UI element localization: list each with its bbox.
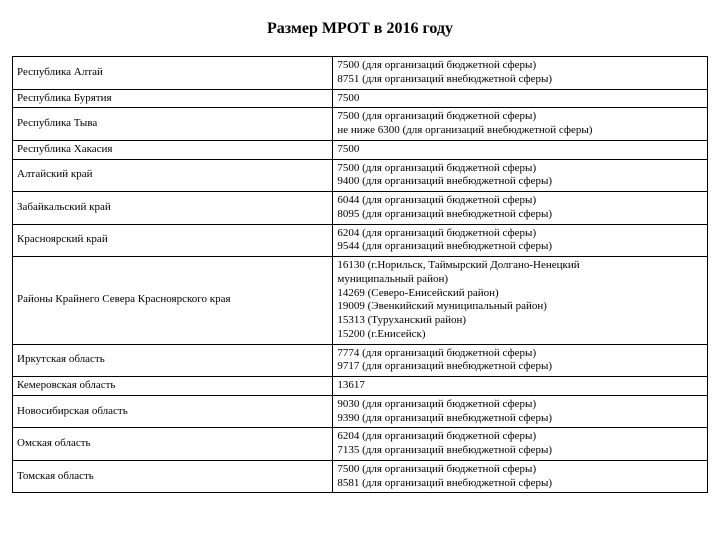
- value-line: 15200 (г.Енисейск): [337, 328, 703, 342]
- table-row: Республика Хакасия 7500: [13, 140, 708, 159]
- value-line: 8751 (для организаций внебюджетной сферы…: [337, 73, 703, 87]
- value-line: муниципальный район): [337, 273, 703, 287]
- value-cell: 7500 (для организаций бюджетной сферы)87…: [333, 57, 708, 90]
- value-cell: 7500: [333, 89, 708, 108]
- mrot-table: Республика Алтай7500 (для организаций бю…: [12, 56, 708, 493]
- region-cell: Республика Бурятия: [13, 89, 333, 108]
- value-line: не ниже 6300 (для организаций внебюджетн…: [337, 124, 703, 138]
- table-row: Кемеровская область 13617: [13, 377, 708, 396]
- table-row: Республика Бурятия 7500: [13, 89, 708, 108]
- table-row: Республика Алтай7500 (для организаций бю…: [13, 57, 708, 90]
- value-cell: 7500 (для организаций бюджетной сферы)не…: [333, 108, 708, 141]
- value-cell: 7500: [333, 140, 708, 159]
- value-line: 15313 (Туруханский район): [337, 314, 703, 328]
- table-row: Иркутская область7774 (для организаций б…: [13, 344, 708, 377]
- value-cell: 16130 (г.Норильск, Таймырский Долгано-Не…: [333, 257, 708, 345]
- region-cell: Иркутская область: [13, 344, 333, 377]
- value-line: 9030 (для организаций бюджетной сферы): [337, 398, 703, 412]
- value-cell: 9030 (для организаций бюджетной сферы)93…: [333, 395, 708, 428]
- value-line: 7500: [337, 143, 703, 157]
- table-row: Красноярский край6204 (для организаций б…: [13, 224, 708, 257]
- value-line: 7500 (для организаций бюджетной сферы): [337, 59, 703, 73]
- region-cell: Омская область: [13, 428, 333, 461]
- value-cell: 7500 (для организаций бюджетной сферы)85…: [333, 460, 708, 493]
- value-line: 9390 (для организаций внебюджетной сферы…: [337, 412, 703, 426]
- value-line: 9400 (для организаций внебюджетной сферы…: [337, 175, 703, 189]
- value-cell: 7500 (для организаций бюджетной сферы)94…: [333, 159, 708, 192]
- value-line: 9544 (для организаций внебюджетной сферы…: [337, 240, 703, 254]
- value-cell: 6044 (для организаций бюджетной сферы)80…: [333, 192, 708, 225]
- region-cell: Томская область: [13, 460, 333, 493]
- table-row: Новосибирская область9030 (для организац…: [13, 395, 708, 428]
- table-row: Алтайский край7500 (для организаций бюдж…: [13, 159, 708, 192]
- value-line: 8095 (для организаций внебюджетной сферы…: [337, 208, 703, 222]
- value-line: 7774 (для организаций бюджетной сферы): [337, 347, 703, 361]
- value-line: 6204 (для организаций бюджетной сферы): [337, 430, 703, 444]
- value-line: 19009 (Эвенкийский муниципальный район): [337, 300, 703, 314]
- value-line: 9717 (для организаций внебюджетной сферы…: [337, 360, 703, 374]
- value-line: 7135 (для организаций внебюджетной сферы…: [337, 444, 703, 458]
- table-row: Республика Тыва7500 (для организаций бюд…: [13, 108, 708, 141]
- value-cell: 7774 (для организаций бюджетной сферы)97…: [333, 344, 708, 377]
- table-row: Забайкальский край6044 (для организаций …: [13, 192, 708, 225]
- region-cell: Кемеровская область: [13, 377, 333, 396]
- value-line: 7500 (для организаций бюджетной сферы): [337, 162, 703, 176]
- region-cell: Республика Тыва: [13, 108, 333, 141]
- region-cell: Новосибирская область: [13, 395, 333, 428]
- region-cell: Республика Алтай: [13, 57, 333, 90]
- value-line: 6044 (для организаций бюджетной сферы): [337, 194, 703, 208]
- table-row: Томская область7500 (для организаций бюд…: [13, 460, 708, 493]
- value-cell: 6204 (для организаций бюджетной сферы)95…: [333, 224, 708, 257]
- region-cell: Республика Хакасия: [13, 140, 333, 159]
- mrot-table-body: Республика Алтай7500 (для организаций бю…: [13, 57, 708, 493]
- region-cell: Забайкальский край: [13, 192, 333, 225]
- region-cell: Красноярский край: [13, 224, 333, 257]
- value-line: 14269 (Северо-Енисейский район): [337, 287, 703, 301]
- value-cell: 6204 (для организаций бюджетной сферы)71…: [333, 428, 708, 461]
- value-line: 7500: [337, 92, 703, 106]
- value-line: 7500 (для организаций бюджетной сферы): [337, 463, 703, 477]
- table-row: Омская область6204 (для организаций бюдж…: [13, 428, 708, 461]
- value-line: 16130 (г.Норильск, Таймырский Долгано-Не…: [337, 259, 703, 273]
- value-line: 7500 (для организаций бюджетной сферы): [337, 110, 703, 124]
- page-title: Размер МРОТ в 2016 году: [12, 20, 708, 38]
- value-cell: 13617: [333, 377, 708, 396]
- region-cell: Районы Крайнего Севера Красноярского кра…: [13, 257, 333, 345]
- value-line: 13617: [337, 379, 703, 393]
- value-line: 8581 (для организаций внебюджетной сферы…: [337, 477, 703, 491]
- region-cell: Алтайский край: [13, 159, 333, 192]
- value-line: 6204 (для организаций бюджетной сферы): [337, 227, 703, 241]
- table-row: Районы Крайнего Севера Красноярского кра…: [13, 257, 708, 345]
